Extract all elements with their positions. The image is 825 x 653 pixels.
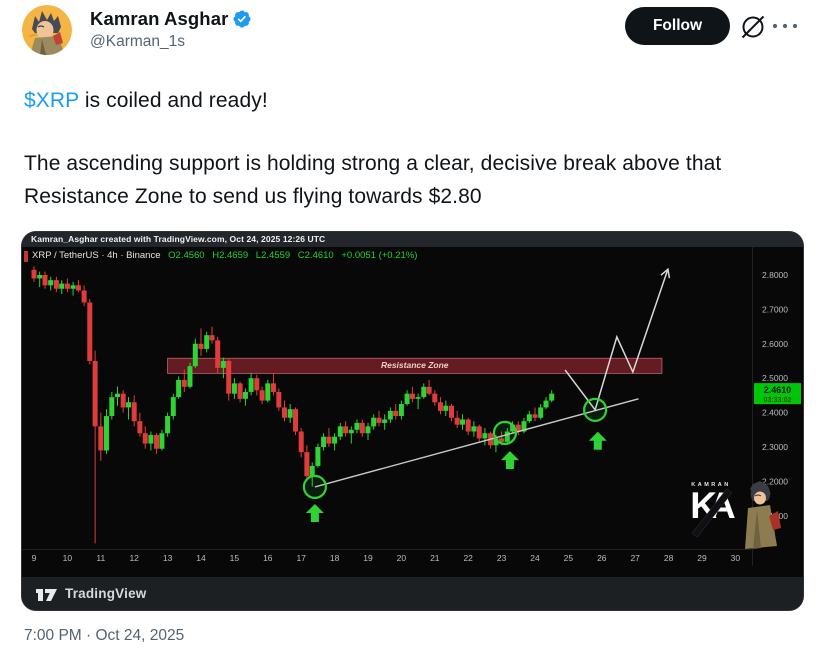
svg-text:2.8000: 2.8000 — [762, 270, 788, 280]
svg-text:20: 20 — [397, 553, 407, 563]
svg-text:2.4000: 2.4000 — [762, 408, 788, 418]
watermark-character — [745, 481, 781, 549]
verified-badge-icon — [233, 10, 251, 28]
chart-symbol-row: XRP / TetherUS · 4h · Binance O2.4560 H2… — [32, 250, 417, 261]
svg-text:19: 19 — [363, 553, 373, 563]
grok-icon[interactable] — [738, 12, 768, 42]
svg-text:2.3000: 2.3000 — [762, 442, 788, 452]
tweet-text-line2: The ascending support is holding strong … — [24, 152, 722, 208]
svg-text:15: 15 — [230, 553, 240, 563]
chart-attribution: Kamran_Asghar created with TradingView.c… — [22, 232, 803, 247]
svg-text:10: 10 — [63, 553, 73, 563]
svg-text:12: 12 — [129, 553, 139, 563]
svg-text:13: 13 — [163, 553, 173, 563]
ohlc-high: H2.4659 — [212, 250, 249, 261]
svg-text:24: 24 — [530, 553, 540, 563]
svg-text:2.2000: 2.2000 — [762, 476, 788, 486]
avatar-illustration — [22, 5, 72, 55]
author-name[interactable]: Kamran Asghar — [90, 8, 229, 29]
ohlc-low: L2.4559 — [255, 250, 291, 261]
tradingview-logo-icon — [36, 588, 57, 601]
chart-watermark: KAMRAN KA — [682, 480, 782, 556]
ohlc-close: C2.4610 — [297, 250, 334, 261]
svg-text:27: 27 — [630, 553, 640, 563]
svg-text:17: 17 — [296, 553, 306, 563]
chart-card[interactable]: Kamran_Asghar created with TradingView.c… — [22, 232, 803, 610]
author-handle[interactable]: @Karman_1s — [90, 33, 185, 50]
svg-text:26: 26 — [597, 553, 607, 563]
more-icon[interactable] — [770, 18, 800, 34]
chart-footer: TradingView — [22, 577, 803, 610]
svg-text:2.7000: 2.7000 — [762, 304, 788, 314]
svg-text:22: 22 — [463, 553, 473, 563]
svg-text:30: 30 — [731, 553, 741, 563]
svg-text:18: 18 — [330, 553, 340, 563]
svg-text:25: 25 — [564, 553, 574, 563]
svg-text:29: 29 — [697, 553, 707, 563]
svg-text:9: 9 — [32, 553, 37, 563]
tweet-timestamp: 7:00 PM · Oct 24, 2025 — [24, 627, 185, 644]
avatar[interactable] — [22, 5, 72, 55]
tradingview-brand: TradingView — [65, 586, 147, 601]
svg-text:23: 23 — [497, 553, 507, 563]
svg-text:11: 11 — [96, 553, 105, 563]
ohlc-change: +0.0051 (+0.21%) — [341, 250, 418, 261]
svg-text:14: 14 — [196, 553, 206, 563]
svg-text:2.4610: 2.4610 — [764, 385, 792, 395]
tweet-text-line1: $XRP is coiled and ready! — [24, 85, 780, 118]
tweet-text-line1-rest: is coiled and ready! — [78, 89, 268, 112]
cashtag-link[interactable]: $XRP — [24, 89, 79, 112]
chart-symbol: XRP / TetherUS · 4h · Binance — [32, 250, 161, 261]
svg-text:16: 16 — [263, 553, 273, 563]
svg-text:28: 28 — [664, 553, 674, 563]
svg-text:Resistance Zone: Resistance Zone — [381, 360, 449, 370]
svg-text:21: 21 — [430, 553, 440, 563]
svg-text:03:33:02: 03:33:02 — [763, 397, 791, 404]
follow-button[interactable]: Follow — [625, 7, 730, 45]
svg-text:2.5000: 2.5000 — [762, 373, 788, 383]
watermark-name: KAMRAN — [691, 482, 731, 488]
ohlc-open: O2.4560 — [168, 250, 205, 261]
svg-text:2.6000: 2.6000 — [762, 339, 788, 349]
